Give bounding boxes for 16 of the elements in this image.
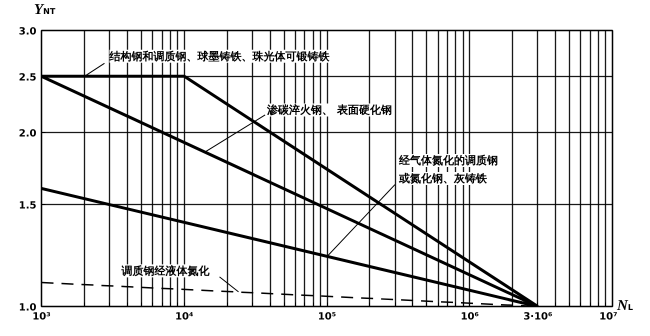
annotation: 渗碳淬火钢、 表面硬化钢	[266, 103, 392, 116]
annotation: 经气体氮化的调质钢或氮化钢、灰铸铁	[398, 154, 498, 186]
x-tick-label: 10³	[32, 312, 51, 322]
y-axis-title: YNT	[34, 2, 56, 18]
x-tick-label: 10⁶	[460, 312, 479, 322]
annotation: 调质钢经液体氮化	[120, 264, 211, 278]
y-tick-label: 3.0	[18, 26, 37, 38]
y-tick-label: 2.5	[18, 72, 37, 84]
y-tick-label: 1.0	[18, 302, 37, 314]
y-tick-label: 1.5	[18, 200, 37, 212]
x-axis-title: NL	[617, 298, 633, 314]
x-tick-label: 10⁵	[318, 312, 336, 322]
x-tick-label: 3·10⁶	[523, 312, 552, 322]
y-tick-label: 2.0	[18, 128, 37, 140]
x-tick-label: 10⁷	[599, 312, 618, 322]
x-tick-label: 10⁴	[175, 312, 194, 322]
